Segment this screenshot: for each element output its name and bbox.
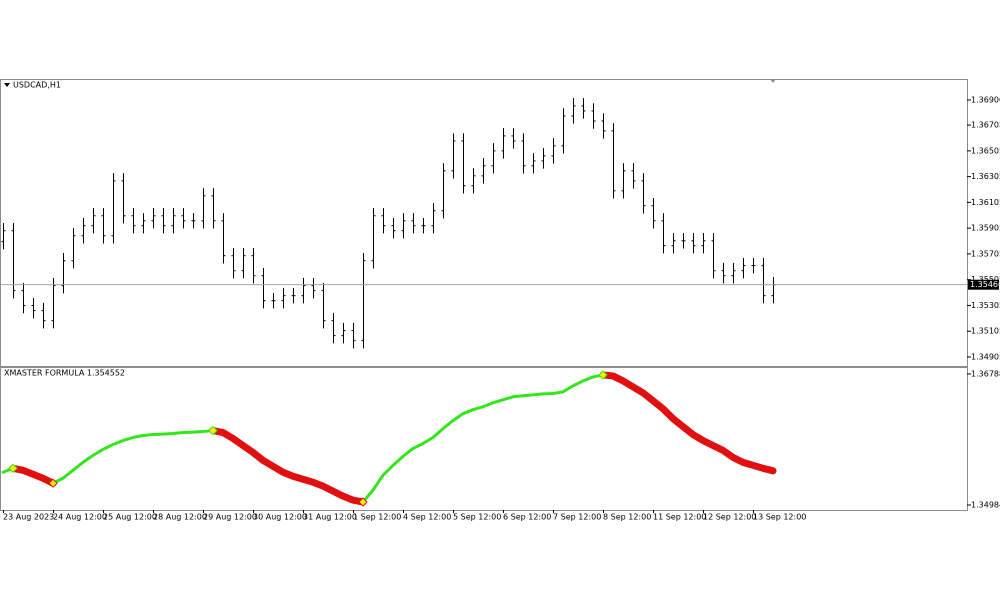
price-label-box — [968, 279, 999, 290]
falling-line — [9, 464, 57, 487]
x-tick-label: 5 Sep 12:00 — [453, 513, 501, 522]
x-tick-label: 23 Aug 2023 — [3, 513, 54, 522]
x-tick-label: 1 Sep 12:00 — [353, 513, 401, 522]
y-tick-label: 1.35105 — [971, 327, 1000, 336]
y-tick-label: 1.349843 — [971, 501, 1000, 510]
x-tick-label: 7 Sep 12:00 — [553, 513, 601, 522]
y-tick-label: 1.35305 — [971, 301, 1000, 310]
y-tick-label: 1.35905 — [971, 224, 1000, 233]
turn-marker — [8, 463, 18, 474]
turn-marker — [48, 478, 58, 488]
x-tick-label: 30 Aug 12:00 — [253, 513, 307, 522]
indicator-panel — [0, 367, 968, 511]
x-tick-label: 24 Aug 12:00 — [53, 513, 107, 522]
x-tick-label: 12 Sep 12:00 — [703, 513, 756, 522]
turn-marker — [358, 497, 368, 507]
y-tick-label: 1.36105 — [971, 198, 1000, 207]
x-tick-label: 28 Aug 12:00 — [153, 513, 207, 522]
y-tick-label: 1.36705 — [971, 121, 1000, 130]
y-tick-label: 1.36305 — [971, 172, 1000, 181]
x-tick-label: 4 Sep 12:00 — [403, 513, 451, 522]
turn-marker — [208, 425, 218, 436]
falling-line — [209, 427, 367, 506]
x-tick-label: 6 Sep 12:00 — [503, 513, 551, 522]
shift-marker — [770, 79, 776, 83]
x-tick-label: 25 Aug 12:00 — [103, 513, 157, 522]
x-tick-label: 13 Sep 12:00 — [753, 513, 806, 522]
chart-title: USDCAD,H1 — [13, 81, 61, 90]
y-tick-label: 1.35705 — [971, 249, 1000, 258]
x-tick-label: 11 Sep 12:00 — [653, 513, 706, 522]
price-label: 1.35466 — [970, 280, 1000, 289]
indicator-title: XMASTER FORMULA 1.354552 — [4, 369, 125, 378]
x-tick-label: 8 Sep 12:00 — [603, 513, 651, 522]
y-tick-label: 1.34905 — [971, 352, 1000, 361]
turn-marker — [598, 370, 608, 380]
y-tick-label: 1.36900 — [971, 95, 1000, 104]
y-tick-label: 1.367881 — [971, 369, 1000, 378]
x-tick-label: 31 Aug 12:00 — [303, 513, 357, 522]
y-tick-label: 1.35505 — [971, 275, 1000, 284]
x-tick-label: 29 Aug 12:00 — [203, 513, 257, 522]
y-tick-label: 1.36505 — [971, 146, 1000, 155]
falling-line — [599, 371, 777, 475]
rising-line — [51, 429, 215, 485]
rising-line — [361, 373, 605, 504]
main-panel — [0, 79, 968, 367]
menu-arrow[interactable] — [4, 83, 10, 87]
